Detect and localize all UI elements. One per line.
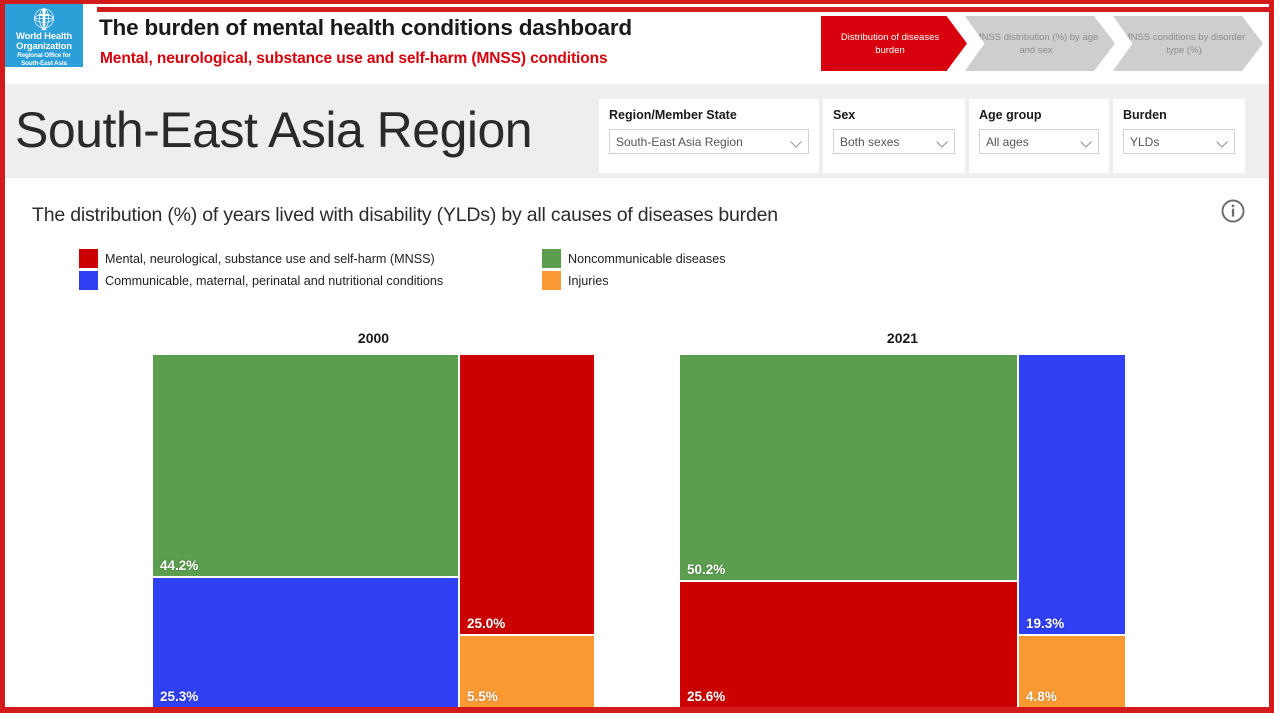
tab-label: Distribution of diseases burden	[840, 31, 940, 56]
region-title: South-East Asia Region	[15, 102, 533, 158]
tab-mnss-distribution-by-age-and-sex[interactable]: MNSS distribution (%) by age and sex	[965, 16, 1115, 71]
chevron-down-icon	[1218, 138, 1227, 147]
filter-label: Region/Member State	[609, 108, 737, 122]
legend-label: Mental, neurological, substance use and …	[105, 251, 435, 266]
header-main: The burden of mental health conditions d…	[83, 4, 1269, 84]
filter-group: Region/Member State South-East Asia Regi…	[599, 99, 1245, 173]
chart-heading: The distribution (%) of years lived with…	[32, 204, 778, 226]
filter-region-member-state: Region/Member State South-East Asia Regi…	[599, 99, 819, 173]
treemap-cell-label: 25.0%	[467, 616, 506, 631]
treemap-cell-label: 25.3%	[160, 689, 199, 704]
region-select-value: South-East Asia Region	[616, 134, 743, 149]
legend-row: Communicable, maternal, perinatal and nu…	[79, 271, 726, 290]
treemap-cell-label: 4.8%	[1026, 689, 1057, 704]
treemap-cell[interactable]: 25.0%	[460, 355, 594, 634]
filter-label: Burden	[1123, 108, 1167, 122]
tab-label: MNSS distribution (%) by age and sex	[973, 31, 1099, 56]
who-logo-line4: South-East Asia	[21, 60, 67, 67]
treemap-cell-label: 25.6%	[687, 689, 726, 704]
sex-select-value: Both sexes	[840, 134, 900, 149]
who-logo-line1: World Health	[15, 31, 72, 42]
burden-select[interactable]: YLDs	[1123, 129, 1235, 154]
sex-select[interactable]: Both sexes	[833, 129, 955, 154]
legend-label: Noncommunicable diseases	[568, 251, 726, 266]
legend-item-injuries[interactable]: Injuries	[542, 271, 609, 290]
treemap-cell-label: 50.2%	[687, 562, 726, 577]
treemap-cell[interactable]: 5.5%	[460, 636, 594, 707]
treemap-cell[interactable]: 4.8%	[1019, 636, 1125, 707]
treemap-plot: 50.2% 25.6% 19.3% 4.8%	[680, 355, 1125, 707]
tab-label: MNSS conditions by disorder type (%)	[1122, 31, 1246, 56]
filter-sex: Sex Both sexes	[823, 99, 965, 173]
age-group-select[interactable]: All ages	[979, 129, 1099, 154]
filter-label: Age group	[979, 108, 1042, 122]
treemap-2000: 2000 44.2% 25.3% 25.0% 5.5%	[153, 330, 594, 707]
chart-panel: The distribution (%) of years lived with…	[5, 178, 1269, 707]
legend-swatch-mnss	[79, 249, 98, 268]
chart-legend: Mental, neurological, substance use and …	[79, 249, 726, 293]
burden-select-value: YLDs	[1130, 134, 1160, 149]
who-logo-line2: Organization	[16, 40, 72, 52]
tab-distribution-of-diseases-burden[interactable]: Distribution of diseases burden	[821, 16, 967, 71]
treemap-cell[interactable]: 25.3%	[153, 578, 458, 707]
filter-label: Sex	[833, 108, 856, 122]
who-emblem-icon	[34, 7, 54, 31]
legend-swatch-communicable	[79, 271, 98, 290]
chevron-down-icon	[792, 138, 801, 147]
app-header: World Health Organization Regional Offic…	[5, 4, 1269, 84]
chevron-down-icon	[1082, 138, 1091, 147]
tab-mnss-conditions-by-disorder-type[interactable]: MNSS conditions by disorder type (%)	[1113, 16, 1263, 71]
legend-item-mnss[interactable]: Mental, neurological, substance use and …	[79, 249, 542, 268]
treemap-2021: 2021 50.2% 25.6% 19.3% 4.8%	[680, 330, 1125, 707]
treemap-cell[interactable]: 50.2%	[680, 355, 1017, 580]
treemap-plot: 44.2% 25.3% 25.0% 5.5%	[153, 355, 594, 707]
page-subtitle: Mental, neurological, substance use and …	[100, 50, 608, 67]
legend-item-communicable[interactable]: Communicable, maternal, perinatal and nu…	[79, 271, 542, 290]
who-logo-line3: Regional Office for	[17, 52, 71, 59]
header-red-rule	[97, 7, 1269, 12]
filter-age-group: Age group All ages	[969, 99, 1109, 173]
chevron-down-icon	[938, 138, 947, 147]
treemap-cell-label: 19.3%	[1026, 616, 1065, 631]
legend-label: Communicable, maternal, perinatal and nu…	[105, 273, 444, 288]
who-logo: World Health Organization Regional Offic…	[5, 4, 83, 67]
region-select[interactable]: South-East Asia Region	[609, 129, 809, 154]
treemap-cell-label: 44.2%	[160, 558, 199, 573]
legend-swatch-noncommunicable	[542, 249, 561, 268]
info-circle-icon[interactable]	[1220, 198, 1246, 224]
legend-item-noncommunicable[interactable]: Noncommunicable diseases	[542, 249, 726, 268]
age-group-select-value: All ages	[986, 134, 1029, 149]
filter-burden: Burden YLDs	[1113, 99, 1245, 173]
page-title: The burden of mental health conditions d…	[99, 15, 632, 40]
treemap-title: 2000	[357, 330, 390, 346]
treemap-cell-label: 5.5%	[467, 689, 498, 704]
legend-row: Mental, neurological, substance use and …	[79, 249, 726, 268]
treemap-cell[interactable]: 25.6%	[680, 582, 1017, 707]
treemap-cell[interactable]: 44.2%	[153, 355, 458, 576]
treemap-cell[interactable]: 19.3%	[1019, 355, 1125, 634]
legend-label: Injuries	[568, 273, 609, 288]
nav-tabs: Distribution of diseases burden MNSS dis…	[821, 16, 1263, 71]
treemap-title: 2021	[886, 330, 919, 346]
legend-swatch-injuries	[542, 271, 561, 290]
